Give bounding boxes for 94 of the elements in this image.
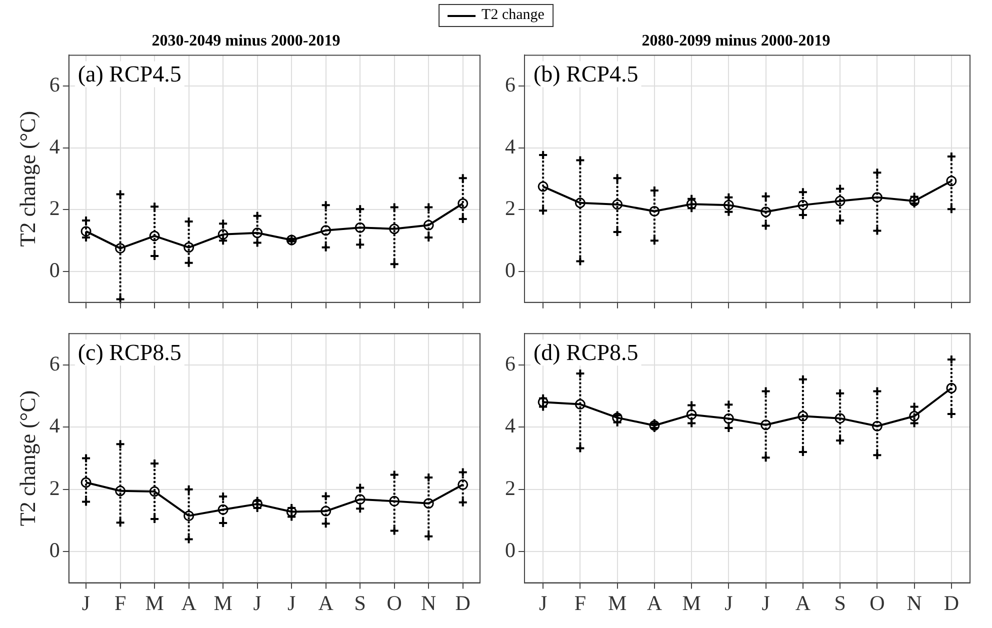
y-tick-label: 0 [49,538,60,562]
x-tick-label: J [253,590,262,615]
annotation: (d) RCP8.5 [534,340,638,366]
x-tick-label: A [795,590,812,615]
point [149,486,160,497]
point [834,196,846,206]
point [538,396,548,408]
x-tick-label: N [906,590,922,615]
y-tick-label: 2 [505,476,516,500]
point [538,181,548,192]
y-tick-label: 4 [505,134,516,158]
point [872,420,882,432]
y-tick-label: 4 [49,414,60,438]
y-tick-label: 2 [49,196,60,220]
point [574,198,586,208]
point [612,412,623,423]
y-tick-label: 4 [49,134,60,158]
x-tick-label: J [82,590,90,615]
y-tick-label: 6 [505,72,516,97]
point [149,230,160,242]
x-tick-label: J [762,590,770,615]
x-tick-label: M [682,590,702,615]
point [946,176,957,186]
x-tick-label: O [870,590,885,615]
point [686,409,697,420]
annotation: (c) RCP8.5 [78,340,182,366]
x-tick-label: D [944,590,960,615]
y-tick-label: 0 [505,538,516,562]
y-tick-label: 0 [505,258,516,282]
point [834,413,846,424]
y-axis-title: T2 change (°C) [14,390,40,526]
x-tick-label: J [724,590,733,615]
point [389,496,400,506]
point [286,506,297,518]
point [909,196,920,206]
point [723,200,734,210]
point [946,382,957,394]
point [458,198,468,209]
x-tick-label: F [574,590,586,615]
point [649,206,660,216]
point [798,200,808,210]
point [612,199,623,210]
point [184,510,194,522]
x-tick-label: J [538,590,548,615]
point [798,410,808,422]
x-tick-label: J [287,590,296,615]
chart-title: 2080-2099 minus 2000-2019 [642,32,830,50]
x-tick-label: S [834,590,846,615]
x-tick-label: A [181,590,198,615]
point [389,224,400,234]
y-tick-label: 2 [505,196,516,220]
point [218,504,228,515]
x-tick-label: A [318,590,334,615]
y-tick-label: 6 [49,351,60,376]
point [218,229,228,240]
point [760,420,772,430]
y-axis-title: T2 change (°C) [14,110,40,247]
point [723,413,734,424]
point [423,498,434,509]
x-tick-label: M [608,590,627,615]
y-tick-label: 2 [49,476,60,500]
x-tick-label: M [145,590,164,615]
annotation: (a) RCP4.5 [78,62,182,87]
x-tick-label: O [386,590,402,615]
y-tick-label: 6 [49,72,60,97]
point [80,226,92,237]
x-tick-label: D [455,590,470,615]
point [423,220,434,230]
point [760,206,772,218]
point [320,225,332,236]
point [686,198,697,210]
x-tick-label: N [421,590,436,615]
x-tick-label: F [114,590,126,615]
y-tick-label: 6 [505,351,516,376]
point [320,506,332,516]
legend-label: T2 change [482,7,544,24]
point [252,228,263,238]
y-tick-label: 4 [505,414,516,438]
point [80,477,92,488]
x-tick-label: M [214,590,233,615]
point [115,243,126,254]
x-tick-label: S [354,590,366,615]
point [115,486,126,496]
point [574,399,586,410]
point [184,242,194,253]
y-tick-label: 0 [49,258,60,282]
point [354,494,366,505]
chart-title: 2030-2049 minus 2000-2019 [152,32,340,50]
annotation: (b) RCP4.5 [534,62,638,87]
point [872,192,882,203]
point [909,410,920,422]
x-tick-label: A [646,590,663,615]
point [354,222,366,233]
point [458,479,468,490]
